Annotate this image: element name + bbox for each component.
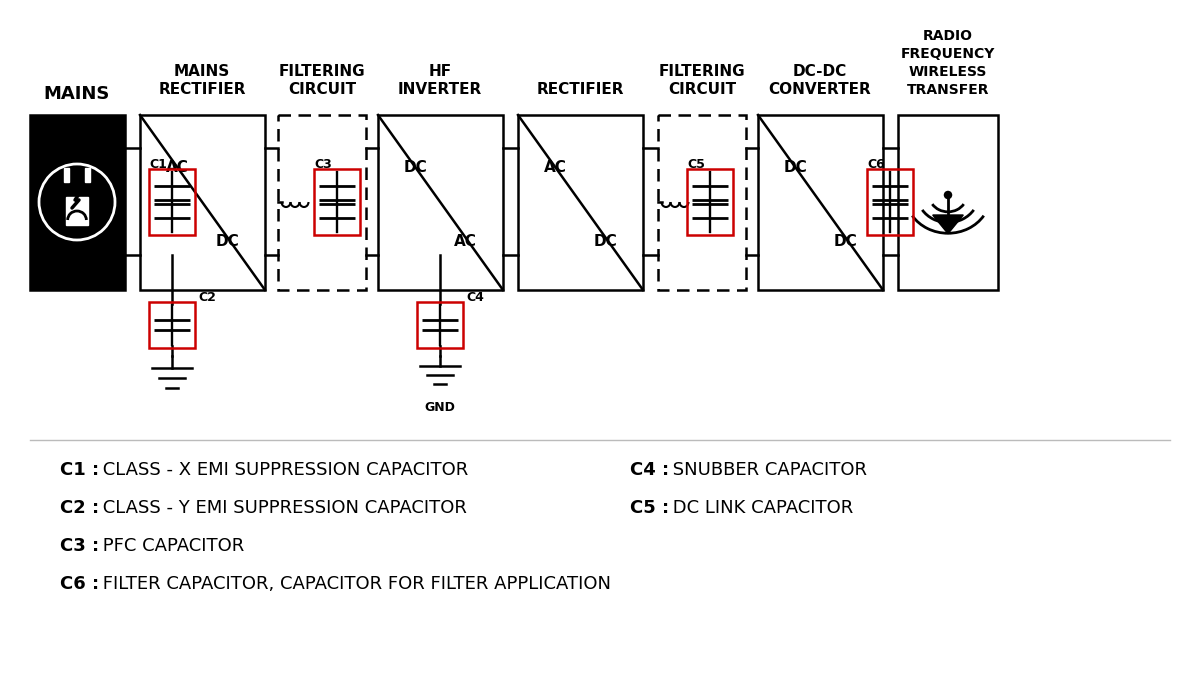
Text: DC LINK CAPACITOR: DC LINK CAPACITOR — [667, 499, 853, 517]
Text: FREQUENCY: FREQUENCY — [901, 47, 995, 61]
Text: HF: HF — [428, 64, 451, 79]
Bar — [278, 115, 366, 290]
Bar — [758, 115, 883, 290]
Text: AC: AC — [454, 234, 476, 248]
Text: C6 :: C6 : — [60, 575, 100, 593]
Text: MAINS: MAINS — [174, 64, 230, 79]
Bar — [418, 302, 463, 348]
Polygon shape — [85, 168, 90, 182]
Text: DC-DC: DC-DC — [793, 64, 847, 79]
Circle shape — [943, 191, 953, 199]
Text: GND: GND — [425, 401, 456, 414]
Text: DC: DC — [834, 234, 857, 248]
Text: DC: DC — [784, 160, 808, 175]
Text: AC: AC — [544, 160, 566, 175]
Text: CLASS - Y EMI SUPPRESSION CAPACITOR: CLASS - Y EMI SUPPRESSION CAPACITOR — [97, 499, 467, 517]
Text: PFC CAPACITOR: PFC CAPACITOR — [97, 537, 245, 555]
Bar — [518, 115, 643, 290]
Bar — [686, 169, 733, 235]
Bar — [149, 302, 194, 348]
Bar — [378, 115, 503, 290]
Text: C5 :: C5 : — [630, 499, 670, 517]
Text: FILTER CAPACITOR, CAPACITOR FOR FILTER APPLICATION: FILTER CAPACITOR, CAPACITOR FOR FILTER A… — [97, 575, 612, 593]
Bar — [866, 169, 913, 235]
Bar — [898, 115, 998, 290]
Text: CIRCUIT: CIRCUIT — [668, 82, 736, 97]
Text: DC: DC — [216, 234, 239, 248]
Text: RECTIFIER: RECTIFIER — [158, 82, 246, 97]
Text: C1 :: C1 : — [60, 461, 100, 479]
Text: FILTERING: FILTERING — [659, 64, 745, 79]
Text: C2: C2 — [198, 291, 216, 304]
Text: DC: DC — [594, 234, 617, 248]
Text: TRANSFER: TRANSFER — [907, 83, 989, 97]
Bar — [30, 115, 125, 290]
Text: SNUBBER CAPACITOR: SNUBBER CAPACITOR — [667, 461, 868, 479]
Text: C3 :: C3 : — [60, 537, 100, 555]
Text: DC: DC — [403, 160, 427, 175]
Text: CONVERTER: CONVERTER — [769, 82, 871, 97]
Bar — [66, 197, 88, 225]
Bar — [140, 115, 265, 290]
Text: AC: AC — [166, 160, 188, 175]
Text: RECTIFIER: RECTIFIER — [536, 82, 624, 97]
Bar — [658, 115, 746, 290]
Text: C2 :: C2 : — [60, 499, 100, 517]
Text: C1: C1 — [149, 158, 167, 171]
Text: CIRCUIT: CIRCUIT — [288, 82, 356, 97]
Text: RADIO: RADIO — [923, 29, 973, 43]
Text: WIRELESS: WIRELESS — [908, 65, 988, 79]
Text: C4 :: C4 : — [630, 461, 670, 479]
Text: INVERTER: INVERTER — [398, 82, 482, 97]
Polygon shape — [64, 168, 70, 182]
Text: FILTERING: FILTERING — [278, 64, 365, 79]
Text: C6: C6 — [866, 158, 884, 171]
Text: C5: C5 — [686, 158, 704, 171]
Text: MAINS: MAINS — [44, 85, 110, 103]
Circle shape — [38, 164, 115, 240]
Polygon shape — [932, 215, 964, 234]
Bar — [314, 169, 360, 235]
Text: CLASS - X EMI SUPPRESSION CAPACITOR: CLASS - X EMI SUPPRESSION CAPACITOR — [97, 461, 469, 479]
Text: C4: C4 — [466, 291, 484, 304]
Bar — [149, 169, 194, 235]
Text: C3: C3 — [314, 158, 331, 171]
